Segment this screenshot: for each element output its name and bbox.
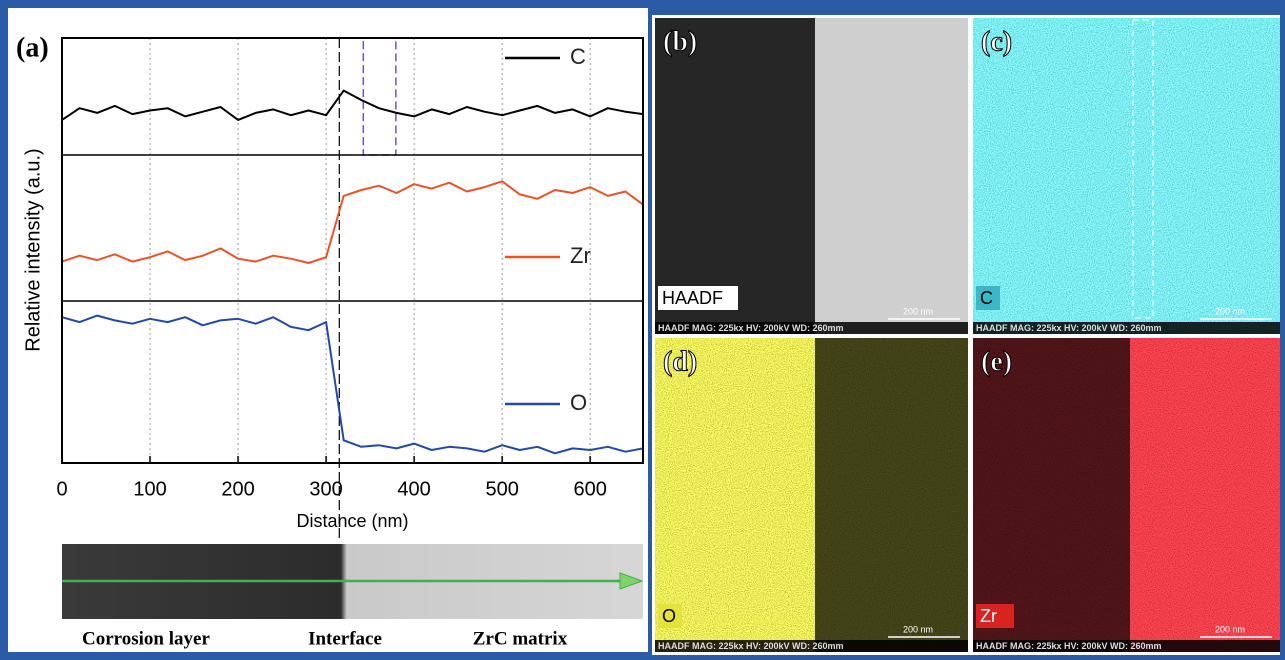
strip-label: ZrC matrix <box>473 628 568 649</box>
footer-bar <box>973 322 1280 334</box>
element-tag: O <box>662 606 676 626</box>
haadf-dark <box>655 18 815 334</box>
profile-plot: 0 100 200 300 400 500 600 C Zr O (a) Distance (nm) R… <box>16 32 644 649</box>
haadf-bright <box>815 18 968 334</box>
eds-map <box>973 18 1280 334</box>
y-axis-label: Relative intensity (a.u.) <box>22 148 44 351</box>
element-tag-box <box>658 286 738 310</box>
scan-arrow-head <box>619 572 644 590</box>
element-tag-box <box>976 604 1014 628</box>
footer-bar <box>973 640 1280 652</box>
image-label: (d) <box>663 346 697 377</box>
legend-label: C <box>570 44 586 69</box>
image-panels: (b) HAADF HAADF MAG: 225kx HV: 200kV WD: 2… <box>655 18 1280 652</box>
element-tag: Zr <box>980 606 997 626</box>
element-tag: C <box>980 288 993 308</box>
scale-label: 200 nm <box>903 306 933 316</box>
x-tick-label: 300 <box>309 478 342 500</box>
x-tick-label: 0 <box>56 478 67 500</box>
scale-label: 200 nm <box>903 624 933 634</box>
image-label: (c) <box>981 26 1012 57</box>
x-tick-label: 400 <box>397 478 430 500</box>
x-tick-label: 500 <box>485 478 518 500</box>
profile-line <box>61 314 644 455</box>
panel-label: (a) <box>16 32 49 63</box>
footer-bar <box>655 640 968 652</box>
image-label: (e) <box>981 346 1012 377</box>
eds-dim <box>815 338 968 652</box>
profile-line <box>61 89 644 121</box>
x-tick-label: 100 <box>133 478 166 500</box>
element-tag-box <box>658 604 682 628</box>
scale-label: 200 nm <box>1215 624 1245 634</box>
legend-label: O <box>570 390 587 415</box>
x-axis-label: Distance (nm) <box>296 511 408 531</box>
element-tag-box <box>976 286 1000 310</box>
footer-text: HAADF MAG: 225kx HV: 200kV WD: 260mm <box>658 641 844 651</box>
footer-text: HAADF MAG: 225kx HV: 200kV WD: 260mm <box>658 323 844 333</box>
legend-label: Zr <box>570 243 591 268</box>
footer-text: HAADF MAG: 225kx HV: 200kV WD: 260mm <box>976 641 1162 651</box>
x-tick-label: 600 <box>573 478 606 500</box>
plot-frame <box>61 37 644 464</box>
scale-label: 200 nm <box>1215 306 1245 316</box>
x-tick-label: 200 <box>221 478 254 500</box>
footer-text: HAADF MAG: 225kx HV: 200kV WD: 260mm <box>976 323 1162 333</box>
strip-label: Interface <box>308 628 382 649</box>
image-label: (b) <box>663 26 697 57</box>
strip-label: Corrosion layer <box>82 628 210 649</box>
dashed-region <box>1132 19 1154 319</box>
profile-line <box>61 180 644 264</box>
footer-bar <box>655 322 968 334</box>
eds-dim <box>973 338 1130 652</box>
element-tag: HAADF <box>662 288 723 308</box>
